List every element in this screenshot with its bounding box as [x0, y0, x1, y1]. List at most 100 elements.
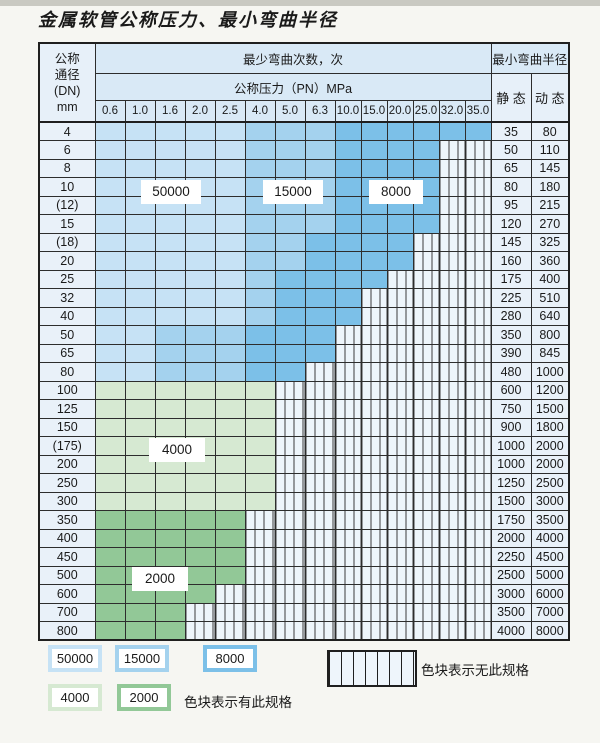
no-spec-cell — [274, 454, 306, 474]
pressure-col-header: 2.5 — [214, 100, 246, 123]
spec-cell-8000 — [412, 140, 440, 160]
no-spec-cell — [438, 140, 466, 160]
pressure-col-header: 4.0 — [244, 100, 276, 123]
no-spec-cell — [274, 473, 306, 493]
spec-cell-4000 — [244, 399, 276, 419]
no-spec-cell — [360, 565, 388, 585]
no-spec-cell — [412, 621, 440, 641]
table-row: 200 1000 2000 — [38, 454, 570, 474]
no-spec-cell — [360, 547, 388, 567]
dn-header-line: 通径 — [54, 67, 80, 82]
spec-cell-15000 — [244, 140, 276, 160]
no-spec-cell — [304, 621, 336, 641]
spec-cell-4000 — [214, 417, 246, 437]
no-spec-cell — [464, 491, 492, 511]
dynamic-value: 7000 — [530, 602, 570, 622]
no-spec-cell — [244, 547, 276, 567]
spec-cell-15000 — [274, 140, 306, 160]
dynamic-value: 145 — [530, 158, 570, 178]
spec-cell-2000 — [214, 547, 246, 567]
no-spec-cell — [386, 343, 414, 363]
spec-cell-4000 — [244, 436, 276, 456]
table-header: 公称 通径 (DN) mm 最少弯曲次数，次 最小弯曲半径 公称压力（PN）MPa 静 态动 … — [38, 42, 570, 123]
no-spec-cell — [360, 288, 388, 308]
header-row-3: 0.6 1.0 1.6 2.0 2.5 4.0 5.0 6.3 10.0 15.0 20.0 25.0… — [39, 100, 569, 123]
dn-value: 25 — [38, 269, 96, 289]
spec-cell-4000 — [94, 454, 126, 474]
dynamic-value: 1000 — [530, 362, 570, 382]
spec-cell-50000 — [184, 214, 216, 234]
dynamic-value: 800 — [530, 325, 570, 345]
no-spec-cell — [360, 473, 388, 493]
no-spec-cell — [386, 362, 414, 382]
spec-cell-8000 — [334, 177, 362, 197]
dn-value: 4 — [38, 121, 96, 141]
no-spec-cell — [360, 325, 388, 345]
spec-cell-4000 — [94, 436, 126, 456]
spec-cell-4000 — [244, 491, 276, 511]
spec-cell-2000 — [214, 510, 246, 530]
dn-value: 450 — [38, 547, 96, 567]
no-spec-cell — [438, 436, 466, 456]
spec-cell-50000 — [94, 140, 126, 160]
no-spec-cell — [274, 399, 306, 419]
spec-cell-8000 — [274, 306, 306, 326]
no-spec-cell — [244, 621, 276, 641]
spec-cell-8000 — [304, 288, 336, 308]
spec-cell-8000 — [386, 214, 414, 234]
dn-value: 125 — [38, 399, 96, 419]
spec-cell-8000 — [412, 121, 440, 141]
dn-value: 10 — [38, 177, 96, 197]
dn-value: 32 — [38, 288, 96, 308]
spec-cell-4000 — [154, 380, 186, 400]
no-spec-cell — [334, 362, 362, 382]
dn-value: 50 — [38, 325, 96, 345]
pressure-col-header: 5.0 — [274, 100, 306, 123]
spec-cell-15000 — [304, 158, 336, 178]
spec-cell-15000 — [274, 232, 306, 252]
pressure-col-header: 10.0 — [334, 100, 362, 123]
spec-cell-8000 — [386, 251, 414, 271]
table-row: 65 390 845 — [38, 343, 570, 363]
zone-label-4000: 4000 — [150, 439, 204, 461]
no-spec-cell — [464, 565, 492, 585]
spec-cell-15000 — [214, 325, 246, 345]
dynamic-value: 3000 — [530, 491, 570, 511]
spec-cell-2000 — [94, 528, 126, 548]
static-value: 1250 — [490, 473, 532, 493]
no-spec-cell — [360, 436, 388, 456]
spec-cell-50000 — [94, 343, 126, 363]
dn-value: 20 — [38, 251, 96, 271]
spec-cell-2000 — [184, 565, 216, 585]
no-spec-cell — [244, 528, 276, 548]
static-value: 35 — [490, 121, 532, 141]
spec-cell-15000 — [214, 362, 246, 382]
dn-value: (18) — [38, 232, 96, 252]
no-spec-cell — [438, 380, 466, 400]
dynamic-value: 360 — [530, 251, 570, 271]
spec-cell-2000 — [124, 528, 156, 548]
no-spec-cell — [464, 380, 492, 400]
static-value: 1750 — [490, 510, 532, 530]
spec-cell-2000 — [214, 565, 246, 585]
no-spec-cell — [412, 565, 440, 585]
spec-cell-50000 — [154, 140, 186, 160]
spec-cell-15000 — [274, 214, 306, 234]
spec-cell-15000 — [184, 362, 216, 382]
spec-cell-50000 — [154, 232, 186, 252]
spec-cell-8000 — [334, 140, 362, 160]
spec-cell-50000 — [124, 140, 156, 160]
top-gray-strip — [0, 0, 600, 6]
spec-cell-2000 — [94, 584, 126, 604]
no-spec-cell — [360, 602, 388, 622]
spec-table: 公称 通径 (DN) mm 最少弯曲次数，次 最小弯曲半径 公称压力（PN）MPa 静 态动 … — [38, 42, 570, 641]
dynamic-value: 110 — [530, 140, 570, 160]
spec-cell-4000 — [244, 454, 276, 474]
no-spec-cell — [464, 251, 492, 271]
spec-cell-4000 — [214, 399, 246, 419]
spec-cell-8000 — [386, 121, 414, 141]
dynamic-value: 6000 — [530, 584, 570, 604]
spec-cell-4000 — [214, 454, 246, 474]
spec-cell-4000 — [94, 380, 126, 400]
zone-label-8000: 8000 — [370, 181, 422, 203]
